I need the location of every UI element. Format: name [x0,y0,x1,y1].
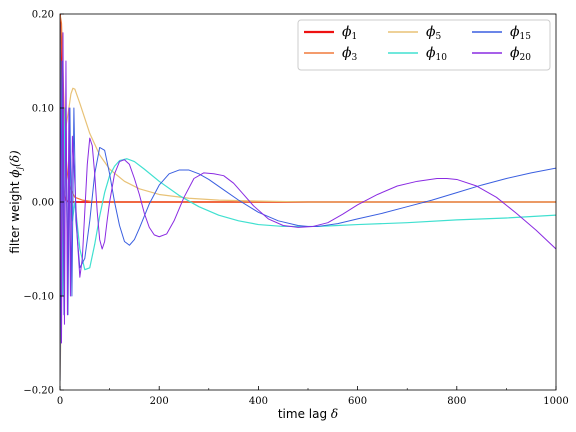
y-tick-label: −0.20 [23,386,54,397]
y-axis-label: filter weight ϕj(δ) [8,150,24,254]
x-tick-label: 400 [249,396,268,407]
series-line-20 [60,23,556,344]
series-line-10 [60,23,556,297]
legend-label-15: ϕ15 [510,24,531,42]
legend-label-1: ϕ1 [342,24,357,42]
y-tick-label: 0.20 [32,10,54,21]
series-line-15 [60,60,556,381]
x-tick-label: 200 [150,396,169,407]
legend-label-10: ϕ10 [426,45,447,63]
y-tick-label: −0.10 [23,292,54,303]
legend: ϕ1 ϕ3 ϕ5 ϕ10 ϕ15 ϕ20 [297,19,551,71]
legend-label-5: ϕ5 [426,24,442,42]
x-tick-label: 800 [447,396,466,407]
legend-label-20: ϕ20 [510,45,531,63]
y-tick-label: 0.10 [32,104,54,115]
x-tick-label: 0 [57,396,63,407]
x-tick-label: 600 [348,396,367,407]
x-axis-label: time lag δ [278,407,338,421]
y-tick-label: 0.00 [32,198,54,209]
tick-layer: 0 200 400 600 800 1000 −0.20 −0.10 0.00 0.10 0.20 [23,10,568,408]
x-tick-label: 1000 [543,396,568,407]
legend-label-3: ϕ3 [342,45,358,63]
